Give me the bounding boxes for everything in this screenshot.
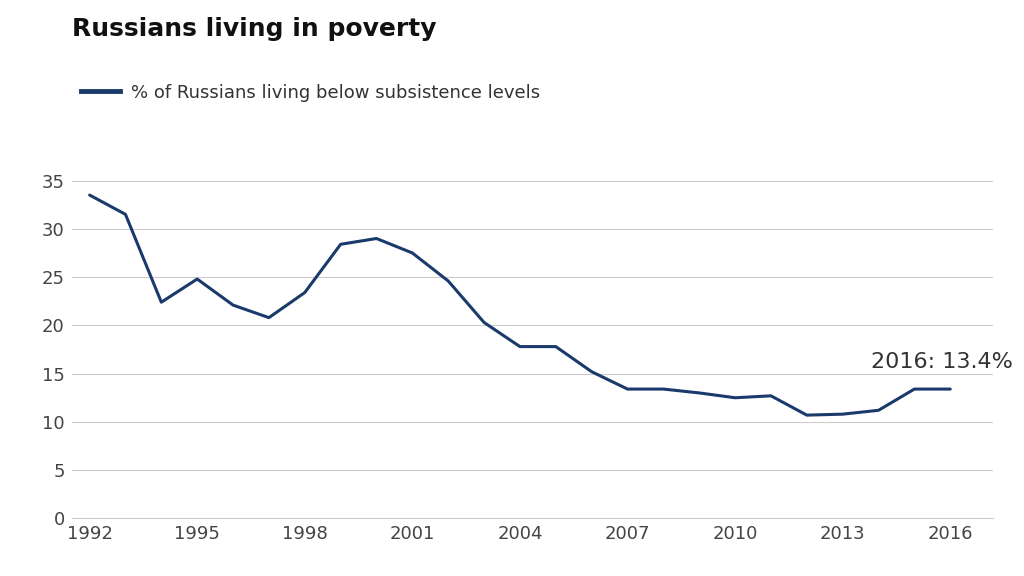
Text: 2016: 13.4%: 2016: 13.4% <box>871 352 1013 372</box>
Text: Russians living in poverty: Russians living in poverty <box>72 17 436 41</box>
Legend: % of Russians living below subsistence levels: % of Russians living below subsistence l… <box>81 84 541 102</box>
